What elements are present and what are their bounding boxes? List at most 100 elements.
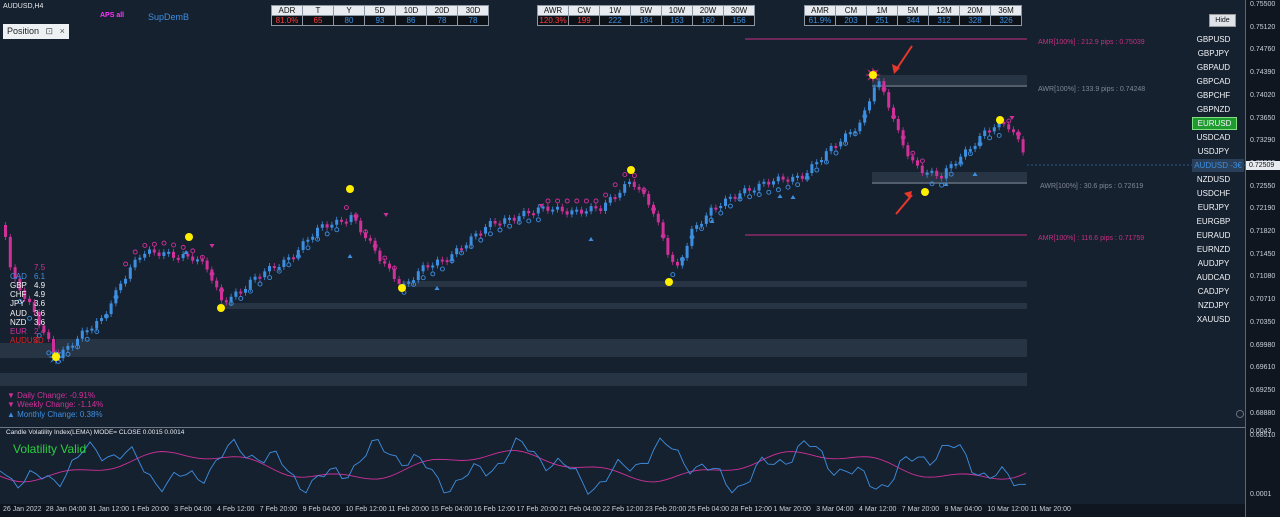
symbol-button-xauusd[interactable]: XAUUSD [1196,315,1231,324]
candle-body [944,168,948,179]
candle-body [143,253,147,258]
strength-row: GBP 4.9 [10,281,45,290]
candle-body [359,220,363,233]
signal-dot [382,255,388,261]
supdem-label[interactable]: SupDemB [148,12,190,22]
candle-body [90,328,94,331]
hide-button[interactable]: Hide [1209,14,1236,27]
candle-body [301,241,305,250]
signal-dot [478,237,484,243]
pin-icon[interactable]: ⊡ [45,26,54,36]
signal-dot [823,159,829,165]
candle-body [556,206,559,210]
symbol-button-cadjpy[interactable]: CADJPY [1197,287,1230,296]
signal-dot [900,134,906,140]
strength-row: EUR 2.4 [10,327,45,336]
candle-body [239,291,243,294]
volatility-slow-line [0,450,1027,483]
candle-body [95,320,99,329]
signal-dot [747,194,753,200]
candle-body [436,259,439,266]
aps-label[interactable]: APS all [100,12,125,19]
symbol-button-eurjpy[interactable]: EURJPY [1197,203,1230,212]
signal-dot [612,182,618,188]
candle-body [892,107,895,119]
symbol-button-eurnzd[interactable]: EURNZD [1196,245,1231,254]
symbol-button-gbpusd[interactable]: GBPUSD [1196,35,1231,44]
price-tick: 0.68510 [1250,432,1276,440]
price-axis[interactable]: 0.75500 0.75120 0.74760 0.74390 0.74020 0.736… [1245,0,1280,517]
arrow-up-icon [709,219,715,223]
close-icon[interactable]: × [59,26,65,36]
signal-dot [910,150,916,156]
symbol-button-gbpjpy[interactable]: GBPJPY [1197,49,1230,58]
symbol-button-audusd[interactable]: AUDUSD -3€ [1192,159,1244,172]
candle-body [839,141,843,147]
candle-body [978,135,982,146]
candle-body [608,197,612,203]
candle-body [407,281,411,284]
candle-body [364,232,367,239]
signal-dot [843,140,849,146]
candle-body [296,249,300,258]
signal-dot [305,245,311,251]
symbol-button-euraud[interactable]: EURAUD [1196,231,1231,240]
symbol-button-eurgbp[interactable]: EURGBP [1196,217,1231,226]
candle-body [349,215,353,223]
candle-body [772,181,775,185]
price-chart-canvas[interactable] [0,0,1245,426]
arrow-down-icon [383,213,389,217]
candle-body [738,193,742,199]
symbol-button-usdcad[interactable]: USDCAD [1196,133,1231,142]
symbol-button-nzdusd[interactable]: NZDUSD [1196,175,1231,184]
symbol-button-audcad[interactable]: AUDCAD [1196,273,1231,282]
signal-dot [295,253,301,259]
amr-table: AMR CM 1M 5M 12M 20M 36M 61.9% 203 251 344 312 328 3… [804,5,1022,26]
strength-value: 6.1 [34,272,46,282]
symbol-button-eurusd[interactable]: EURUSD [1192,117,1237,130]
candle-body [594,206,598,209]
candle-body [824,151,828,161]
candle-body [580,209,583,214]
candle-body [80,330,84,339]
signal-dot [967,151,973,157]
candle-body [23,290,27,299]
position-tab[interactable]: Position ⊡ × [3,24,69,39]
signal-dot [564,198,570,204]
candle-body [733,196,737,199]
candle-body [253,276,257,280]
candle-body [316,227,319,237]
supply-demand-zone [872,75,1027,87]
symbol-button-audjpy[interactable]: AUDJPY [1197,259,1230,268]
awr-value-cell: 160 [692,15,724,26]
signal-dot [622,172,628,177]
symbol-button-usdjpy[interactable]: USDJPY [1197,147,1230,156]
symbol-button-gbpcad[interactable]: GBPCAD [1196,77,1231,86]
price-chart-panel[interactable]: AUDUSD,H4 APS all SupDemB Position ⊡ × A… [0,0,1245,426]
candle-body [100,318,103,321]
adr-header-cell: 30D [457,5,489,16]
strength-value: 3.6 [34,308,46,318]
candle-body [306,239,310,242]
annotation-arrowhead-icon [892,64,900,74]
symbol-button-gbpchf[interactable]: GBPCHF [1196,91,1231,100]
volatility-panel[interactable]: Candle Volatility Index(LEMA) MODE= CLOS… [0,427,1245,505]
symbol-button-usdchf[interactable]: USDCHF [1196,189,1231,198]
symbol-button-gbpnzd[interactable]: GBPNZD [1196,105,1231,114]
candle-body [287,257,291,260]
symbol-button-gbpaud[interactable]: GBPAUD [1196,63,1231,72]
candle-body [848,132,852,135]
strength-currency: GBP [10,281,27,291]
symbol-button-nzdjpy[interactable]: NZDJPY [1197,301,1230,310]
strength-currency: CAD [10,272,27,282]
pivot-marker [185,233,193,241]
signal-dot [603,192,609,198]
candle-body [752,190,756,193]
signal-dot [449,258,455,264]
candle-body [632,181,636,187]
symbol-title: AUDUSD,H4 [3,3,44,10]
candle-body [661,222,665,238]
candle-body [52,338,55,353]
awr-value-row: 120.3% 199 222 184 163 160 156 [537,15,755,26]
